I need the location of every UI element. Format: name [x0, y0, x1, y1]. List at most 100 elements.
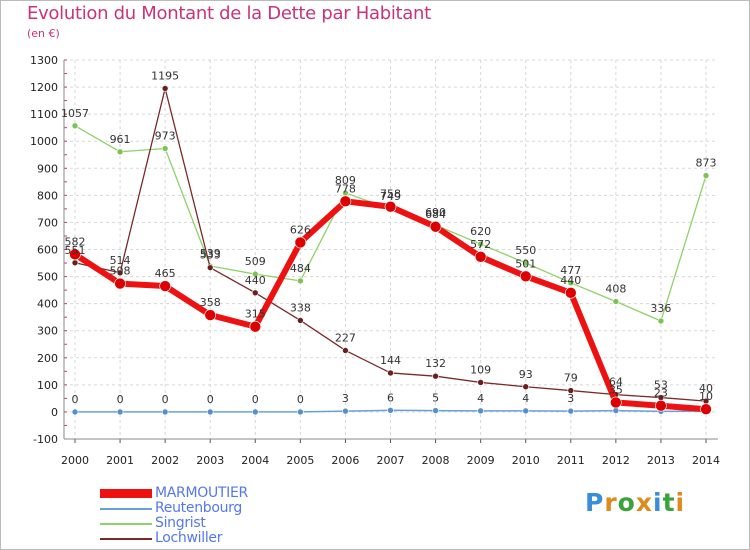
- data-point-marmoutier: [159, 280, 171, 292]
- series-lochwiller: [71, 85, 710, 405]
- data-point-marmoutier: [655, 399, 667, 412]
- data-point-marmoutier: [384, 200, 397, 213]
- data-point-marmoutier: [564, 287, 577, 299]
- data-label-marmoutier: 582: [65, 235, 86, 248]
- legend-label-marmoutier: MARMOUTIER: [155, 485, 248, 501]
- legend-swatch-lochwiller: [100, 538, 152, 540]
- x-tick-label: 2008: [422, 454, 450, 467]
- data-label-reutenbourg: 5: [432, 392, 439, 405]
- data-label-reutenbourg: 0: [207, 393, 214, 406]
- data-point-lochwiller: [297, 317, 304, 324]
- x-tick-label: 2007: [377, 454, 405, 467]
- data-label-marmoutier: 508: [110, 265, 131, 278]
- data-point-lochwiller: [161, 85, 169, 92]
- x-axis: 2000 2001 2002 2003 2004 2005 2006 2007 2008 2009…: [61, 439, 720, 467]
- data-label-reutenbourg: 0: [252, 393, 259, 406]
- y-tick-label: 0: [51, 406, 58, 419]
- data-point-reutenbourg: [297, 408, 304, 416]
- data-label-reutenbourg: 3: [342, 392, 349, 405]
- data-point-singrist: [251, 270, 259, 278]
- x-tick-label: 2006: [331, 454, 359, 467]
- data-label-reutenbourg: 4: [522, 392, 529, 405]
- data-point-reutenbourg: [567, 407, 575, 415]
- logo-letter: r: [604, 488, 618, 517]
- data-label-lochwiller: 144: [380, 354, 401, 367]
- data-label-singrist: 539: [200, 247, 221, 260]
- data-point-lochwiller: [432, 372, 439, 380]
- data-label-lochwiller: 1195: [151, 69, 179, 82]
- data-point-reutenbourg: [522, 407, 530, 415]
- data-label-reutenbourg: 0: [72, 393, 79, 406]
- x-tick-label: 2004: [241, 454, 269, 467]
- logo-letter: i: [653, 488, 663, 517]
- y-tick-label: 1000: [30, 135, 58, 148]
- data-label-marmoutier: 315: [245, 308, 266, 321]
- data-point-lochwiller: [477, 379, 484, 386]
- y-tick-label: 800: [37, 189, 58, 202]
- data-label-lochwiller: 109: [470, 363, 491, 376]
- data-label-singrist: 408: [605, 282, 626, 295]
- data-point-reutenbourg: [161, 408, 169, 416]
- x-tick-label: 2011: [557, 454, 585, 467]
- data-label-marmoutier: 10: [699, 390, 713, 403]
- legend-label-reutenbourg: Reutenbourg: [155, 500, 242, 516]
- data-label-reutenbourg: 3: [567, 392, 574, 405]
- data-point-marmoutier: [69, 248, 81, 261]
- data-label-lochwiller: 514: [110, 254, 131, 267]
- data-point-reutenbourg: [432, 407, 439, 414]
- y-tick-label: 700: [37, 216, 58, 229]
- y-tick-label: 500: [37, 271, 58, 284]
- x-tick-label: 2012: [602, 454, 630, 467]
- y-tick-label: -100: [33, 433, 58, 446]
- y-tick-label: 400: [37, 298, 58, 311]
- x-tick-label: 2000: [61, 454, 89, 467]
- data-label-reutenbourg: 4: [477, 392, 484, 405]
- x-tick-label: 2009: [467, 454, 495, 467]
- data-point-singrist: [297, 277, 304, 285]
- logo-letter: i: [675, 488, 686, 517]
- legend-swatch-reutenbourg: [100, 508, 152, 510]
- data-point-lochwiller: [71, 259, 79, 267]
- data-label-lochwiller: 53: [654, 379, 668, 392]
- data-label-marmoutier: 626: [290, 223, 311, 236]
- legend-swatch-marmoutier: [100, 489, 152, 498]
- x-tick-label: 2010: [512, 454, 540, 467]
- y-tick-label: 900: [37, 162, 58, 175]
- data-point-reutenbourg: [116, 408, 124, 416]
- proxiti-logo: Proxiti: [585, 488, 685, 517]
- x-tick-label: 2005: [286, 454, 314, 467]
- data-label-reutenbourg: 6: [387, 391, 394, 404]
- logo-letter: o: [617, 488, 636, 517]
- data-label-lochwiller: 132: [425, 357, 446, 370]
- x-tick-label: 2002: [151, 454, 179, 467]
- data-label-singrist: 477: [560, 264, 581, 277]
- y-tick-label: 300: [37, 325, 58, 338]
- data-label-marmoutier: 684: [425, 208, 446, 221]
- data-label-singrist: 336: [650, 302, 671, 315]
- data-point-marmoutier: [204, 309, 217, 321]
- data-label-singrist: 749: [380, 190, 401, 203]
- data-label-lochwiller: 227: [335, 331, 356, 344]
- legend-swatch-singrist: [100, 523, 152, 525]
- data-point-singrist: [477, 240, 484, 248]
- data-label-singrist: 961: [110, 133, 131, 146]
- data-point-marmoutier: [610, 396, 622, 409]
- y-tick-label: 200: [37, 352, 58, 365]
- x-tick-label: 2003: [196, 454, 224, 467]
- data-point-lochwiller: [567, 387, 575, 394]
- series-reutenbourg: [71, 407, 710, 416]
- data-label-singrist: 620: [470, 225, 491, 238]
- x-tick-label: 2013: [647, 454, 675, 467]
- data-label-marmoutier: 358: [200, 296, 221, 309]
- data-point-lochwiller: [116, 269, 124, 277]
- data-label-lochwiller: 338: [290, 301, 311, 314]
- data-point-lochwiller: [387, 369, 394, 377]
- data-point-marmoutier: [474, 251, 487, 263]
- data-point-marmoutier: [429, 220, 442, 233]
- data-point-singrist: [702, 172, 710, 179]
- data-label-singrist: 873: [696, 157, 717, 170]
- data-label-singrist: 550: [515, 244, 536, 257]
- series-marmoutier: [69, 195, 712, 416]
